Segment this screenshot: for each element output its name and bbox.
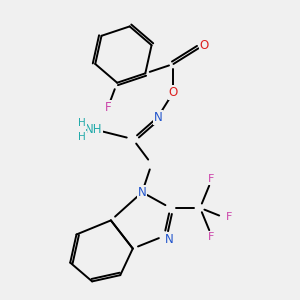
Text: H: H xyxy=(78,131,86,142)
Text: H: H xyxy=(78,118,86,128)
Text: NH: NH xyxy=(85,123,102,136)
Text: F: F xyxy=(208,232,214,242)
Text: F: F xyxy=(104,101,111,114)
Text: N: N xyxy=(165,233,174,246)
Text: N: N xyxy=(153,111,162,124)
Text: F: F xyxy=(208,174,214,184)
Text: F: F xyxy=(226,212,232,222)
Text: O: O xyxy=(169,85,178,99)
Text: N: N xyxy=(138,186,147,199)
Text: O: O xyxy=(200,39,209,52)
